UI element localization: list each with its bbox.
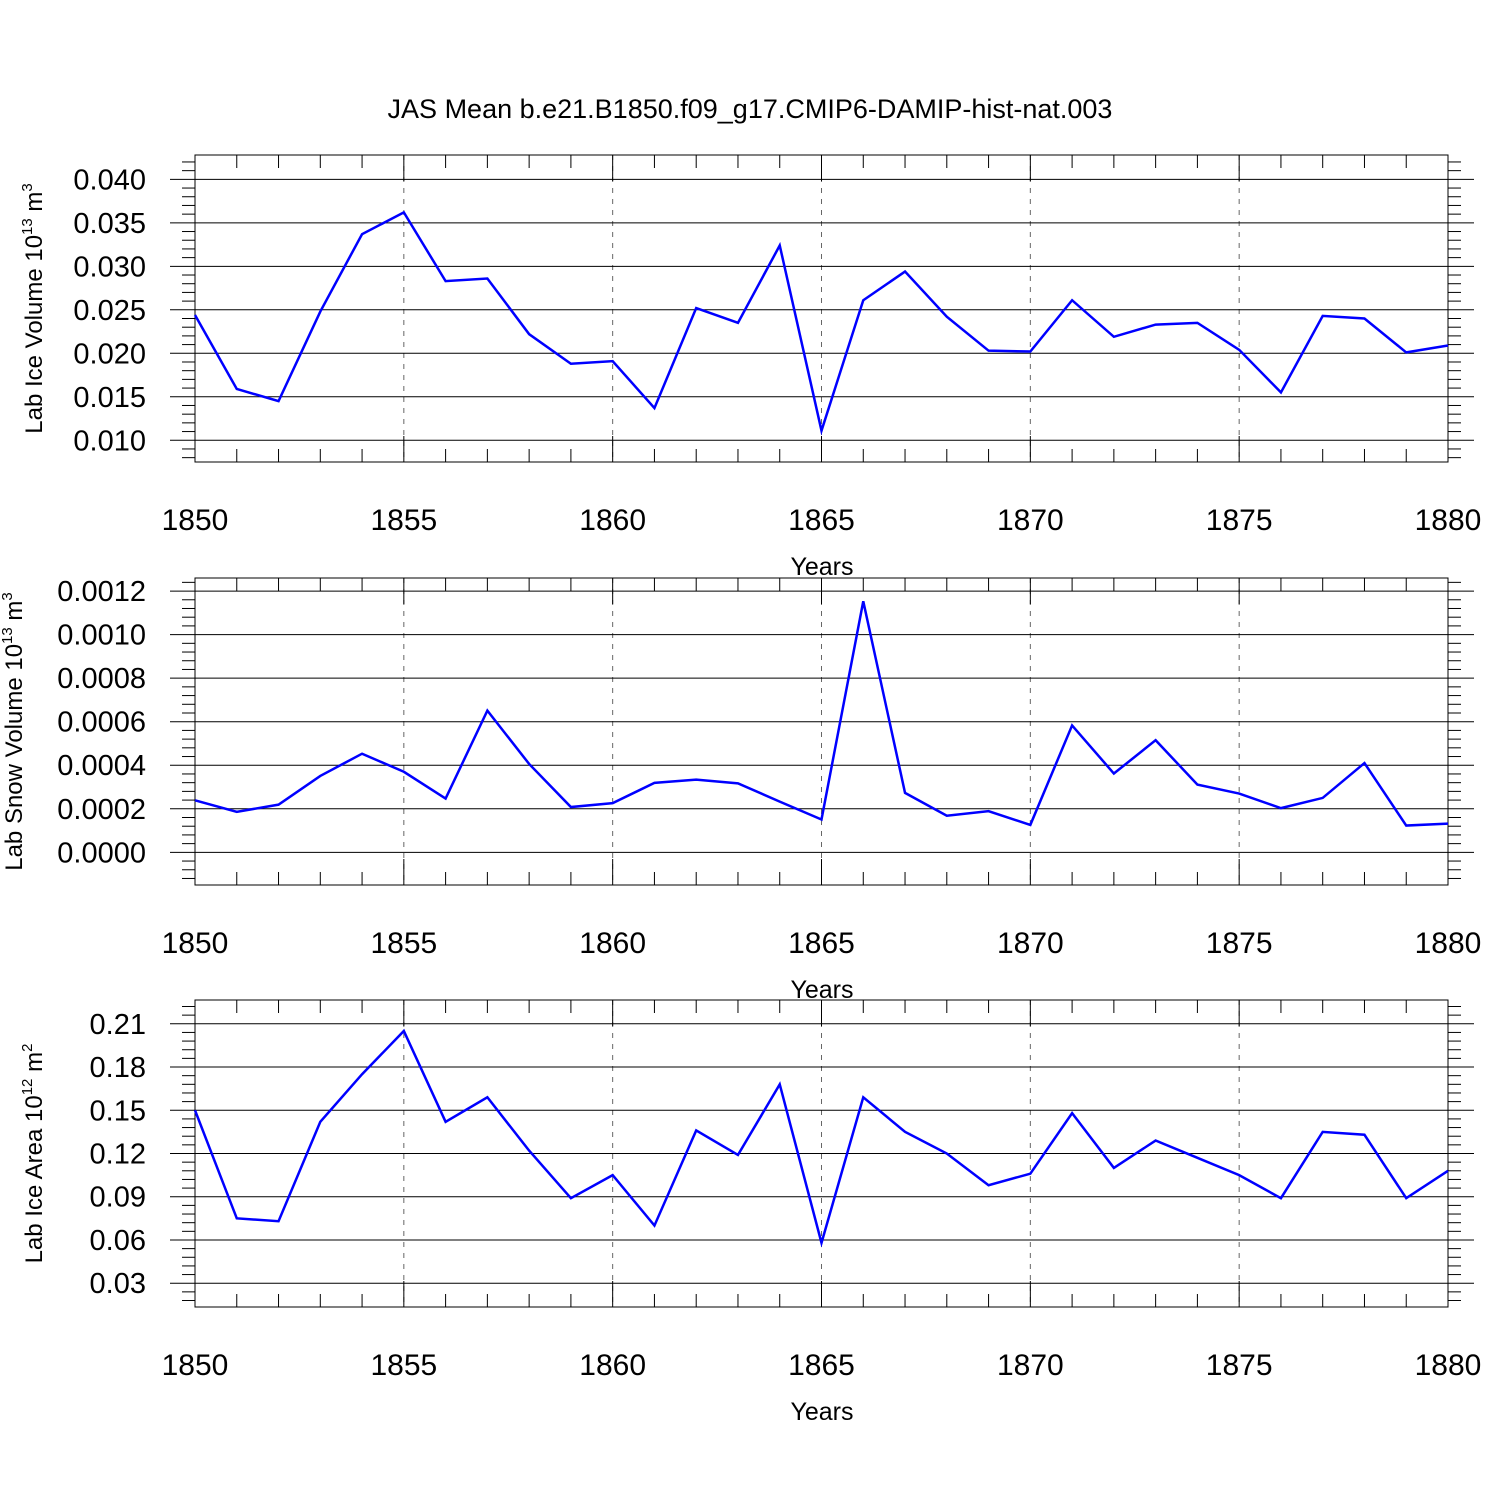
x-tick-label: 1855 <box>370 927 437 960</box>
x-tick-label: 1870 <box>997 927 1064 960</box>
y-axis-label-part: m <box>21 192 48 219</box>
x-tick-label: 1875 <box>1206 1349 1273 1382</box>
x-tick-label: 1855 <box>370 504 437 537</box>
x-tick-label: 1880 <box>1415 504 1482 537</box>
y-tick-label: 0.040 <box>73 164 146 196</box>
y-tick-label: 0.09 <box>90 1182 146 1214</box>
y-axis-label-superscript: 13 <box>19 218 36 235</box>
y-tick-label: 0.0000 <box>57 837 146 869</box>
x-tick-label: 1875 <box>1206 504 1273 537</box>
x-tick-label: 1865 <box>788 1349 855 1382</box>
y-tick-label: 0.0010 <box>57 620 146 652</box>
x-axis-label: Years <box>790 976 853 1004</box>
y-axis-label-superscript: 3 <box>19 183 36 191</box>
x-tick-label: 1850 <box>162 504 229 537</box>
x-tick-label: 1860 <box>579 1349 646 1382</box>
plot-frame <box>194 999 1449 1308</box>
x-tick-label: 1865 <box>788 927 855 960</box>
y-tick-label: 0.15 <box>90 1095 146 1127</box>
x-axis-label: Years <box>790 553 853 581</box>
y-axis-label-part: m <box>1 601 28 628</box>
x-tick-label: 1860 <box>579 927 646 960</box>
y-tick-label: 0.0012 <box>57 576 146 608</box>
x-tick-label: 1860 <box>579 504 646 537</box>
series-line <box>193 1028 1449 1248</box>
chart-title: JAS Mean b.e21.B1850.f09_g17.CMIP6-DAMIP… <box>388 94 1113 124</box>
y-axis-label-part: Lab Ice Area 10 <box>21 1095 48 1263</box>
x-tick-label: 1870 <box>997 504 1064 537</box>
y-axis-label-superscript: 2 <box>19 1044 36 1052</box>
y-tick-label: 0.035 <box>73 208 146 240</box>
y-axis-label-part: Lab Ice Volume 10 <box>21 235 48 434</box>
x-tick-label: 1880 <box>1415 1349 1482 1382</box>
panel-1: 0.010 0.015 0.020 0.025 0.030 0.035 0.040 1850 1… <box>19 154 1482 581</box>
y-axis-label: Lab Ice Area 1012 m2 <box>19 1044 48 1264</box>
x-tick-label: 1850 <box>162 927 229 960</box>
y-axis-label: Lab Ice Volume 1013 m3 <box>19 183 48 434</box>
y-tick-label: 0.0006 <box>57 707 146 739</box>
series-line <box>194 601 1449 827</box>
y-tick-label: 0.0008 <box>57 663 146 695</box>
y-tick-label: 0.0002 <box>57 794 146 826</box>
x-tick-label: 1870 <box>997 1349 1064 1382</box>
y-axis-label: Lab Snow Volume 1013 m3 <box>0 592 28 871</box>
x-tick-label: 1855 <box>370 1349 437 1382</box>
y-tick-label: 0.21 <box>90 1009 146 1041</box>
y-axis-label-superscript: 3 <box>0 592 16 600</box>
y-tick-label: 0.030 <box>73 251 146 283</box>
x-tick-label: 1880 <box>1415 927 1482 960</box>
y-axis-label-superscript: 12 <box>19 1079 36 1096</box>
y-tick-label: 0.025 <box>73 295 146 327</box>
y-tick-label: 0.010 <box>73 425 146 457</box>
panel-2: 0.0000 0.0002 0.0004 0.0006 0.0008 0.0010 0.00… <box>0 576 1481 1004</box>
y-tick-label: 0.0004 <box>57 750 146 782</box>
y-tick-label: 0.12 <box>90 1139 146 1171</box>
y-axis-label-superscript: 13 <box>0 627 16 644</box>
y-tick-label: 0.06 <box>90 1225 146 1257</box>
y-axis-label-part: Lab Snow Volume 10 <box>1 644 28 871</box>
y-tick-label: 0.020 <box>73 338 146 370</box>
panel-3: 0.03 0.06 0.09 0.12 0.15 0.18 0.21 1850 1855 1860… <box>19 999 1482 1426</box>
y-tick-label: 0.18 <box>90 1052 146 1084</box>
series-line <box>193 210 1449 436</box>
x-tick-label: 1850 <box>162 1349 229 1382</box>
x-tick-label: 1875 <box>1206 927 1273 960</box>
x-tick-label: 1865 <box>788 504 855 537</box>
plot-frame <box>194 154 1449 463</box>
y-tick-label: 0.03 <box>90 1268 146 1300</box>
plot-frame <box>194 577 1449 886</box>
y-tick-label: 0.015 <box>73 382 146 414</box>
x-axis-label: Years <box>790 1398 853 1426</box>
y-axis-label-part: m <box>21 1052 48 1079</box>
